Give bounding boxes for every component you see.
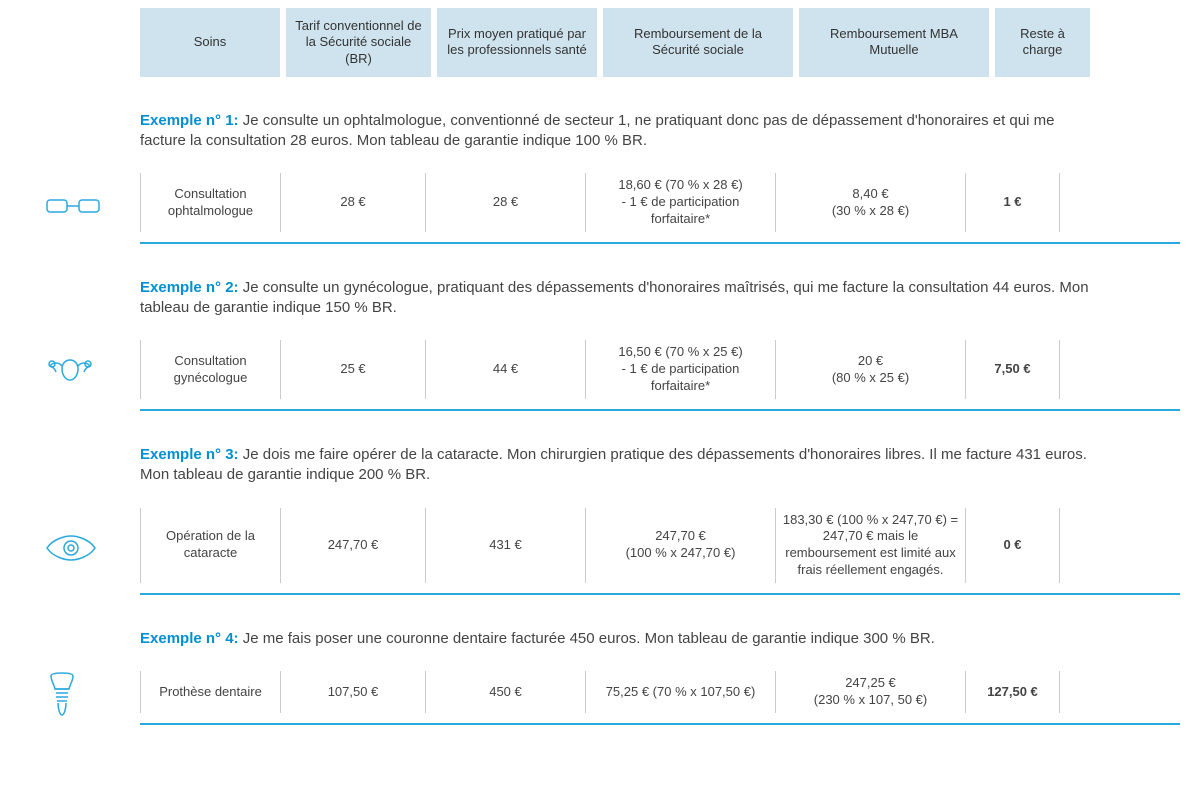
example-3-body: Je dois me faire opérer de la cataracte.…: [140, 446, 1087, 483]
remb-mba-line1: 183,30 € (100 % x 247,70 €) = 247,70 € m…: [782, 512, 959, 580]
cell-remb-ss: 75,25 € (70 % x 107,50 €): [585, 671, 775, 713]
remb-ss-line2: - 1 € de participation: [622, 194, 740, 211]
cell-prix: 44 €: [425, 340, 585, 399]
example-4-row: Prothèse dentaire 107,50 € 450 € 75,25 €…: [140, 665, 1180, 725]
cell-soins: Consultation ophtalmologue: [140, 173, 280, 232]
remb-mba-line1: 247,25 €: [845, 675, 896, 692]
example-3: Exemple n° 3: Je dois me faire opérer de…: [20, 445, 1180, 595]
cell-remb-mba: 8,40 € (30 % x 28 €): [775, 173, 965, 232]
example-2-body: Je consulte un gynécologue, pratiquant d…: [140, 279, 1089, 316]
example-3-text: Exemple n° 3: Je dois me faire opérer de…: [140, 445, 1180, 486]
example-4: Exemple n° 4: Je me fais poser une couro…: [20, 629, 1180, 725]
cell-tarif: 107,50 €: [280, 671, 425, 713]
remb-ss-line2: - 1 € de participation: [622, 361, 740, 378]
table-header-row: Soins Tarif conventionnel de la Sécurité…: [140, 8, 1180, 77]
cell-remb-mba: 20 € (80 % x 25 €): [775, 340, 965, 399]
remb-ss-line1: 16,50 € (70 % x 25 €): [618, 344, 742, 361]
cell-remb-ss: 247,70 € (100 % x 247,70 €): [585, 508, 775, 584]
cell-remb-mba: 183,30 € (100 % x 247,70 €) = 247,70 € m…: [775, 508, 965, 584]
cell-reste: 0 €: [965, 508, 1060, 584]
cell-reste: 7,50 €: [965, 340, 1060, 399]
example-2-label: Exemple n° 2:: [140, 279, 239, 296]
remb-mba-line2: (30 % x 28 €): [832, 203, 909, 220]
example-2: Exemple n° 2: Je consulte un gynécologue…: [20, 278, 1180, 411]
example-3-row: Opération de la cataracte 247,70 € 431 €…: [140, 502, 1180, 596]
eye-icon: [20, 502, 140, 596]
example-4-label: Exemple n° 4:: [140, 630, 239, 647]
cell-reste: 1 €: [965, 173, 1060, 232]
cell-remb-ss: 18,60 € (70 % x 28 €) - 1 € de participa…: [585, 173, 775, 232]
cell-remb-ss: 16,50 € (70 % x 25 €) - 1 € de participa…: [585, 340, 775, 399]
example-3-label: Exemple n° 3:: [140, 446, 239, 463]
cell-soins: Consultation gynécologue: [140, 340, 280, 399]
glasses-icon: [20, 167, 140, 244]
header-remb-mba: Remboursement MBA Mutuelle: [799, 8, 989, 77]
uterus-icon: [20, 334, 140, 411]
example-1-label: Exemple n° 1:: [140, 112, 239, 129]
reimbursement-table: Soins Tarif conventionnel de la Sécurité…: [20, 8, 1180, 725]
example-2-text: Exemple n° 2: Je consulte un gynécologue…: [140, 278, 1180, 319]
cell-tarif: 28 €: [280, 173, 425, 232]
header-tarif: Tarif conventionnel de la Sécurité socia…: [286, 8, 431, 77]
remb-ss-line1: 247,70 €: [655, 528, 706, 545]
example-1-row: Consultation ophtalmologue 28 € 28 € 18,…: [140, 167, 1180, 244]
remb-mba-line2: (80 % x 25 €): [832, 370, 909, 387]
cell-soins: Opération de la cataracte: [140, 508, 280, 584]
remb-ss-line3: forfaitaire*: [651, 378, 710, 395]
remb-ss-line2: (100 % x 247,70 €): [626, 545, 736, 562]
remb-ss-line3: forfaitaire*: [651, 211, 710, 228]
example-1: Exemple n° 1: Je consulte un ophtalmolog…: [20, 111, 1180, 244]
remb-ss-line1: 18,60 € (70 % x 28 €): [618, 177, 742, 194]
header-prix: Prix moyen pratiqué par les professionne…: [437, 8, 597, 77]
tooth-implant-icon: [20, 665, 140, 725]
remb-mba-line1: 20 €: [858, 353, 883, 370]
cell-remb-mba: 247,25 € (230 % x 107, 50 €): [775, 671, 965, 713]
example-2-row: Consultation gynécologue 25 € 44 € 16,50…: [140, 334, 1180, 411]
header-remb-ss: Remboursement de la Sécurité sociale: [603, 8, 793, 77]
cell-reste: 127,50 €: [965, 671, 1060, 713]
cell-tarif: 25 €: [280, 340, 425, 399]
remb-ss-line1: 75,25 € (70 % x 107,50 €): [606, 684, 756, 701]
remb-mba-line1: 8,40 €: [852, 186, 888, 203]
cell-prix: 28 €: [425, 173, 585, 232]
cell-prix: 431 €: [425, 508, 585, 584]
cell-soins: Prothèse dentaire: [140, 671, 280, 713]
header-reste: Reste à charge: [995, 8, 1090, 77]
example-1-body: Je consulte un ophtalmologue, convention…: [140, 112, 1054, 149]
example-1-text: Exemple n° 1: Je consulte un ophtalmolog…: [140, 111, 1180, 152]
cell-tarif: 247,70 €: [280, 508, 425, 584]
remb-mba-line2: (230 % x 107, 50 €): [814, 692, 927, 709]
example-4-text: Exemple n° 4: Je me fais poser une couro…: [140, 629, 1180, 649]
cell-prix: 450 €: [425, 671, 585, 713]
example-4-body: Je me fais poser une couronne dentaire f…: [239, 630, 935, 647]
header-soins: Soins: [140, 8, 280, 77]
